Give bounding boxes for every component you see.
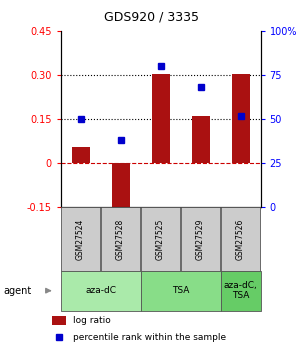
Bar — [181, 207, 220, 271]
Text: log ratio: log ratio — [73, 316, 111, 325]
Text: GSM27526: GSM27526 — [236, 218, 245, 259]
Bar — [152, 73, 170, 163]
Text: percentile rank within the sample: percentile rank within the sample — [73, 333, 226, 342]
Text: GSM27529: GSM27529 — [196, 218, 205, 259]
Text: GSM27524: GSM27524 — [76, 218, 85, 259]
Text: GDS920 / 3335: GDS920 / 3335 — [104, 10, 199, 23]
Text: GSM27528: GSM27528 — [116, 218, 125, 259]
Text: aza-dC: aza-dC — [85, 286, 116, 295]
Bar — [221, 271, 261, 310]
Bar — [61, 271, 141, 310]
Bar — [142, 207, 180, 271]
Bar — [191, 116, 210, 163]
Bar — [141, 271, 221, 310]
Text: TSA: TSA — [172, 286, 189, 295]
Bar — [221, 207, 260, 271]
Bar — [62, 207, 100, 271]
Bar — [72, 147, 90, 163]
Text: GSM27525: GSM27525 — [156, 218, 165, 259]
Bar — [231, 73, 250, 163]
Bar — [52, 316, 66, 325]
Text: agent: agent — [3, 286, 31, 296]
Text: aza-dC,
TSA: aza-dC, TSA — [224, 281, 258, 300]
Bar — [112, 163, 130, 219]
Bar — [102, 207, 140, 271]
